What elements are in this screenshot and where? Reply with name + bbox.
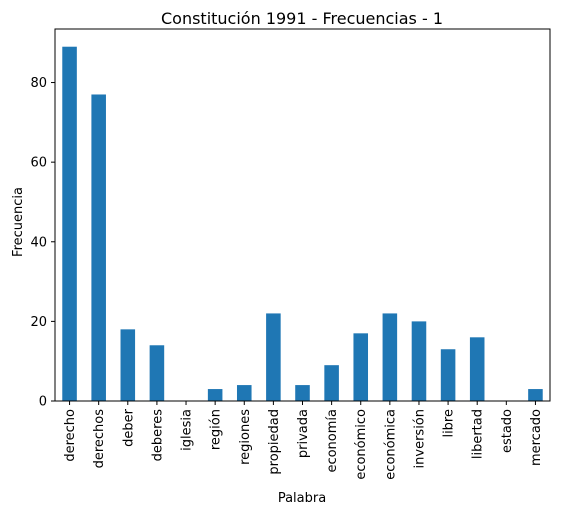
x-tick-label: económica (383, 409, 398, 480)
y-tick-label: 60 (30, 156, 47, 171)
x-tick-label: económico (354, 409, 369, 480)
bar-economía (324, 365, 339, 401)
y-tick-label: 40 (30, 235, 47, 250)
x-tick-label: iglesia (180, 409, 195, 451)
y-tick-label: 0 (39, 395, 47, 410)
x-tick-label: privada (296, 409, 311, 458)
x-tick-label: libertad (471, 409, 486, 459)
bar-económico (353, 333, 369, 401)
bar-inversión (411, 321, 427, 401)
x-axis-title: Palabra (278, 491, 326, 506)
bar-derechos (91, 94, 106, 401)
bar-libre (440, 349, 456, 401)
bar-propiedad (266, 313, 281, 401)
x-tick-label: región (209, 409, 224, 450)
bar-privada (295, 385, 310, 401)
bar-derecho (62, 46, 77, 401)
bar-región (207, 389, 223, 401)
x-tick-label: deberes (150, 409, 165, 462)
chart-title: Constitución 1991 - Frecuencias - 1 (161, 9, 443, 28)
bars-group (62, 46, 543, 401)
x-tick-label: derecho (63, 409, 78, 462)
bar-mercado (528, 389, 543, 401)
bar-deber (120, 329, 136, 401)
bar-económica (382, 313, 398, 401)
plot-frame (54, 28, 551, 402)
x-axis-ticks: derecho derechos deber deberes iglesia región… (63, 401, 544, 480)
bar-libertad (469, 337, 485, 401)
x-tick-label: economía (325, 409, 340, 473)
x-tick-label: estado (500, 409, 515, 453)
x-tick-label: propiedad (267, 409, 282, 475)
bar-regiones (236, 385, 252, 401)
x-tick-label: derechos (92, 409, 107, 469)
y-tick-label: 20 (30, 315, 47, 330)
y-tick-label: 80 (30, 76, 47, 91)
x-tick-label: mercado (529, 409, 544, 466)
y-axis-title: Frecuencia (11, 187, 26, 257)
x-tick-label: libre (442, 409, 457, 438)
bar-deberes (149, 345, 165, 401)
x-tick-label: regiones (238, 409, 253, 465)
y-axis-ticks: 0 20 40 60 80 (30, 76, 55, 410)
x-tick-label: deber (121, 408, 136, 447)
x-tick-label: inversión (412, 409, 427, 468)
